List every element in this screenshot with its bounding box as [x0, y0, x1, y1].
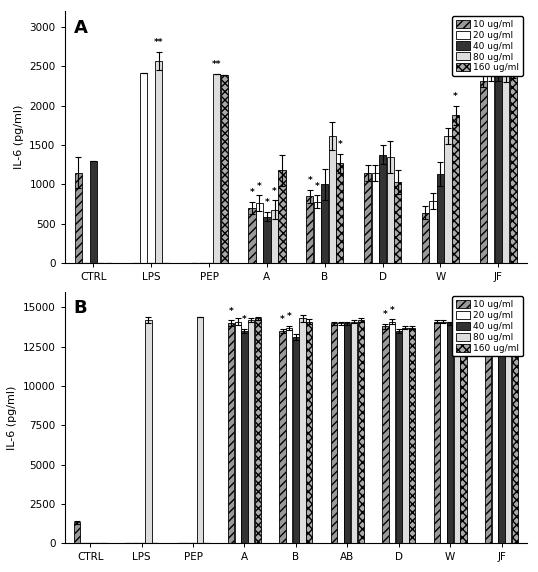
Bar [372, 173, 379, 263]
Text: *: * [280, 315, 285, 324]
Text: *: * [272, 186, 277, 196]
Bar [461, 323, 466, 543]
Text: **: ** [501, 56, 511, 65]
Bar [402, 328, 408, 543]
Text: **: ** [486, 55, 495, 64]
Text: *: * [383, 311, 388, 319]
Y-axis label: IL-6 (pg/ml): IL-6 (pg/ml) [14, 105, 24, 169]
Text: *: * [315, 182, 320, 191]
Bar [452, 116, 459, 263]
Bar [306, 321, 313, 543]
Text: **: ** [493, 55, 503, 64]
Bar [155, 61, 162, 263]
Bar [314, 202, 321, 263]
Bar [344, 323, 350, 543]
Text: **: ** [154, 38, 164, 47]
Y-axis label: IL-6 (pg/ml): IL-6 (pg/ml) [7, 386, 17, 450]
Bar [444, 136, 451, 263]
Text: *: * [257, 182, 262, 191]
Text: *: * [337, 140, 342, 149]
Text: A: A [74, 19, 88, 37]
Bar [357, 320, 364, 543]
Bar [271, 210, 278, 263]
Bar [502, 76, 509, 263]
Bar [495, 75, 502, 263]
Bar [487, 75, 494, 263]
Legend: 10 ug/ml, 20 ug/ml, 40 ug/ml, 80 ug/ml, 160 ug/ml: 10 ug/ml, 20 ug/ml, 40 ug/ml, 80 ug/ml, … [452, 16, 523, 76]
Bar [395, 331, 402, 543]
Bar [249, 208, 256, 263]
Text: *: * [453, 92, 458, 101]
Bar [242, 331, 247, 543]
Bar [429, 201, 436, 263]
Bar [389, 321, 395, 543]
Bar [221, 75, 228, 263]
Text: *: * [229, 307, 233, 316]
Bar [440, 321, 447, 543]
Bar [434, 321, 440, 543]
Bar [331, 323, 337, 543]
Text: **: ** [508, 51, 518, 61]
Bar [364, 173, 371, 263]
Bar [306, 196, 313, 263]
Bar [256, 204, 263, 263]
Bar [248, 320, 254, 543]
Bar [422, 213, 429, 263]
Bar [264, 217, 271, 263]
Text: B: B [74, 299, 88, 317]
Text: *: * [307, 176, 312, 185]
Bar [279, 170, 286, 263]
Text: *: * [242, 315, 247, 324]
Bar [480, 81, 487, 263]
Text: **: ** [212, 60, 222, 69]
Bar [379, 154, 386, 263]
Bar [409, 328, 415, 543]
Bar [293, 337, 299, 543]
Text: *: * [265, 198, 270, 208]
Bar [492, 320, 498, 543]
Bar [510, 72, 517, 263]
Bar [337, 323, 344, 543]
Bar [196, 317, 203, 543]
Text: *: * [287, 312, 292, 321]
Bar [235, 321, 241, 543]
Bar [512, 317, 518, 543]
Bar [485, 323, 491, 543]
Bar [387, 157, 394, 263]
Legend: 10 ug/ml, 20 ug/ml, 40 ug/ml, 80 ug/ml, 160 ug/ml: 10 ug/ml, 20 ug/ml, 40 ug/ml, 80 ug/ml, … [452, 296, 523, 356]
Bar [213, 74, 220, 263]
Bar [336, 163, 343, 263]
Bar [228, 323, 235, 543]
Bar [382, 326, 388, 543]
Bar [140, 73, 147, 263]
Bar [351, 321, 357, 543]
Text: *: * [390, 305, 394, 315]
Bar [454, 320, 460, 543]
Bar [505, 323, 512, 543]
Bar [498, 321, 505, 543]
Bar [254, 319, 261, 543]
Bar [329, 136, 336, 263]
Bar [394, 182, 401, 263]
Bar [90, 161, 97, 263]
Text: *: * [250, 188, 254, 197]
Bar [286, 328, 292, 543]
Text: **: ** [478, 61, 488, 70]
Bar [279, 331, 286, 543]
Bar [300, 319, 306, 543]
Bar [321, 184, 328, 263]
Bar [145, 320, 152, 543]
Bar [447, 323, 454, 543]
Bar [75, 173, 82, 263]
Bar [437, 174, 444, 263]
Bar [74, 522, 80, 543]
